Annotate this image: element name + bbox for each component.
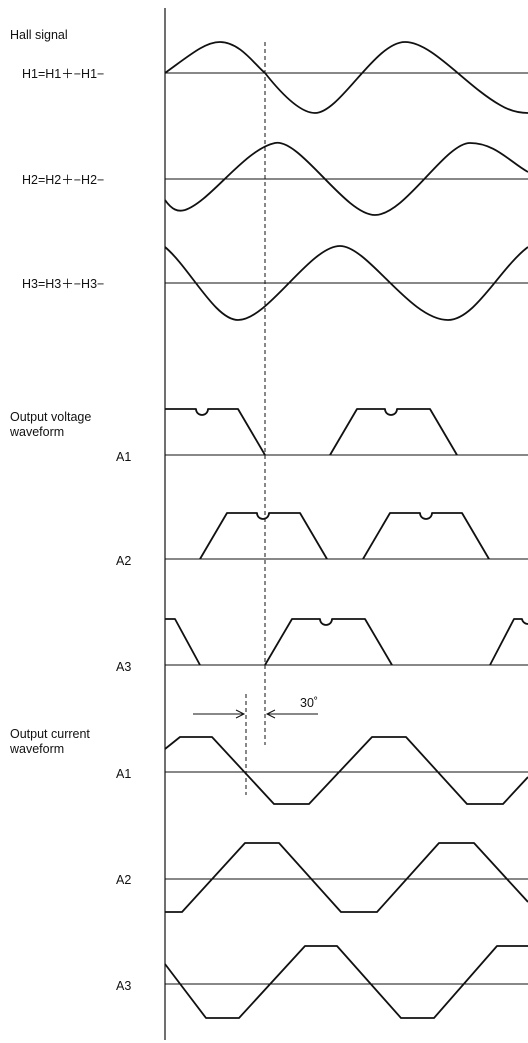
current-a3: A3 bbox=[116, 945, 528, 1019]
current-a1: A1 bbox=[116, 736, 528, 805]
voltage-a1: A1 bbox=[116, 408, 528, 464]
voltage-a3: A3 bbox=[116, 618, 528, 674]
voltage-title-line2: waveform bbox=[9, 425, 64, 439]
current-a2-label: A2 bbox=[116, 873, 131, 887]
h1-signal: H1=H1＋−H1− bbox=[22, 41, 528, 114]
h3-signal: H3=H3＋−H3− bbox=[22, 245, 528, 321]
phase-shift-annotation: 30˚ bbox=[193, 696, 318, 719]
current-title-line1: Output current bbox=[10, 727, 90, 741]
hall-signal-title: Hall signal bbox=[10, 28, 68, 42]
h3-waveform bbox=[164, 245, 528, 321]
voltage-a3-label: A3 bbox=[116, 660, 131, 674]
h1-waveform bbox=[164, 41, 528, 114]
voltage-a1-waveform bbox=[165, 408, 266, 456]
voltage-a3-waveform-3 bbox=[489, 618, 528, 666]
current-a2-waveform bbox=[165, 842, 528, 913]
voltage-a1-label: A1 bbox=[116, 450, 131, 464]
voltage-a2-waveform-2 bbox=[362, 512, 490, 560]
phase-angle-label: 30˚ bbox=[300, 696, 318, 710]
h2-signal: H2=H2＋−H2− bbox=[22, 142, 528, 216]
h1-label: H1=H1＋−H1− bbox=[22, 67, 104, 81]
voltage-a3-waveform-2 bbox=[264, 618, 393, 666]
current-a1-label: A1 bbox=[116, 767, 131, 781]
voltage-a3-waveform bbox=[165, 618, 201, 666]
voltage-a2-label: A2 bbox=[116, 554, 131, 568]
current-a3-label: A3 bbox=[116, 979, 131, 993]
voltage-a2-waveform bbox=[199, 512, 328, 560]
h3-label: H3=H3＋−H3− bbox=[22, 277, 104, 291]
voltage-a2: A2 bbox=[116, 512, 528, 568]
h2-waveform bbox=[164, 142, 528, 216]
current-a1-waveform bbox=[164, 736, 528, 805]
voltage-title-line1: Output voltage bbox=[10, 410, 91, 424]
current-title-line2: waveform bbox=[9, 742, 64, 756]
current-a3-waveform bbox=[164, 945, 528, 1019]
h2-label: H2=H2＋−H2− bbox=[22, 173, 104, 187]
current-a2: A2 bbox=[116, 842, 528, 913]
voltage-a1-waveform-2 bbox=[329, 408, 458, 456]
